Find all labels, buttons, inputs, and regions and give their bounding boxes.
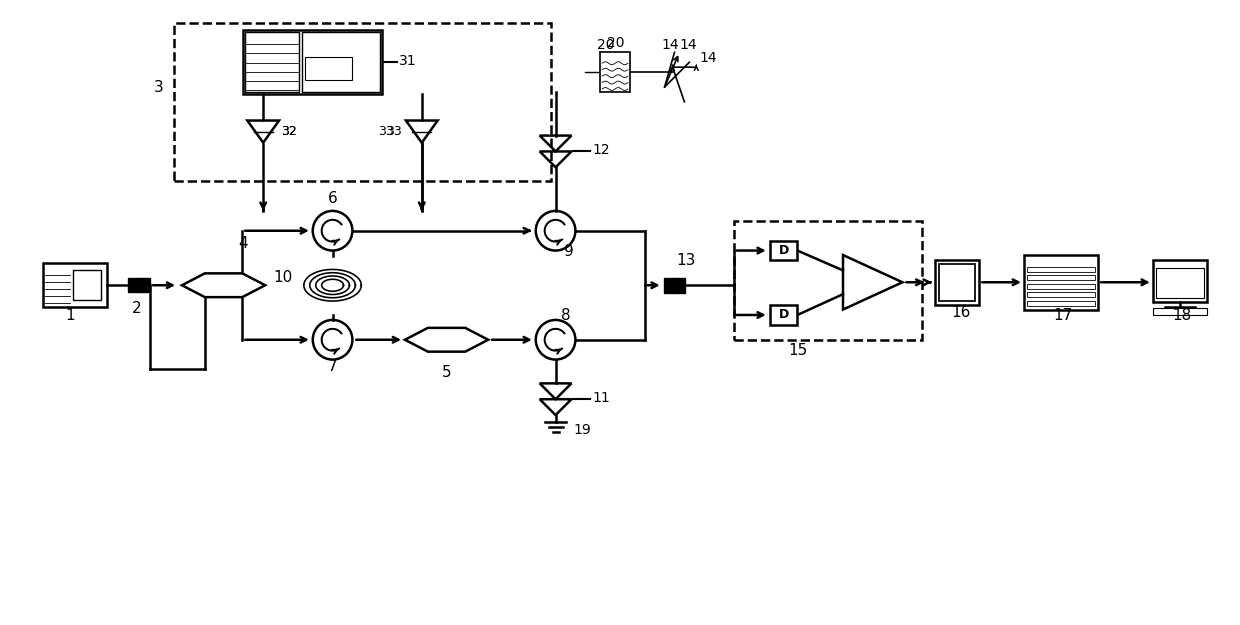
Bar: [1024, 255, 1099, 309]
Text: 10: 10: [273, 270, 293, 285]
Text: 9: 9: [563, 244, 573, 259]
Text: 19: 19: [573, 423, 591, 437]
Text: 14: 14: [680, 38, 697, 52]
Text: 31: 31: [399, 54, 417, 68]
Text: 18: 18: [1172, 308, 1192, 323]
Text: 13: 13: [677, 253, 696, 268]
Text: 20: 20: [598, 38, 615, 52]
Text: 20: 20: [608, 36, 625, 51]
Bar: [1027, 267, 1095, 272]
Bar: [246, 32, 299, 92]
Bar: [305, 57, 352, 79]
Text: 14: 14: [699, 51, 717, 65]
Bar: [734, 221, 923, 340]
Bar: [1027, 292, 1095, 297]
Text: 32: 32: [281, 124, 296, 138]
Bar: [43, 264, 107, 307]
Text: D: D: [779, 244, 789, 257]
Bar: [129, 278, 150, 292]
Text: 11: 11: [593, 391, 610, 405]
Bar: [1153, 308, 1208, 316]
Bar: [301, 32, 381, 92]
Text: 17: 17: [1053, 308, 1073, 323]
Bar: [1156, 268, 1204, 298]
Text: 33: 33: [378, 124, 394, 138]
Bar: [935, 260, 980, 304]
Text: 15: 15: [789, 342, 807, 357]
Text: 1: 1: [64, 308, 74, 323]
Bar: [663, 278, 686, 292]
Bar: [1027, 301, 1095, 306]
Text: 16: 16: [951, 305, 971, 320]
Text: D: D: [779, 309, 789, 321]
Text: 2: 2: [131, 301, 141, 316]
Bar: [174, 22, 551, 181]
Bar: [770, 241, 797, 261]
Text: 6: 6: [327, 191, 337, 206]
Text: 8: 8: [560, 308, 570, 323]
Bar: [243, 30, 382, 94]
Bar: [939, 264, 976, 301]
Text: 12: 12: [593, 143, 610, 158]
Text: 7: 7: [327, 359, 337, 374]
Bar: [73, 271, 100, 300]
Text: 3: 3: [154, 80, 164, 95]
Text: 14: 14: [662, 38, 680, 52]
Bar: [1027, 284, 1095, 289]
Bar: [1027, 276, 1095, 280]
Text: 5: 5: [441, 366, 451, 381]
Bar: [600, 52, 630, 92]
Bar: [1153, 260, 1208, 302]
Bar: [770, 305, 797, 325]
Text: 4: 4: [238, 236, 248, 251]
Text: 32: 32: [281, 124, 296, 138]
Text: 33: 33: [386, 124, 402, 138]
